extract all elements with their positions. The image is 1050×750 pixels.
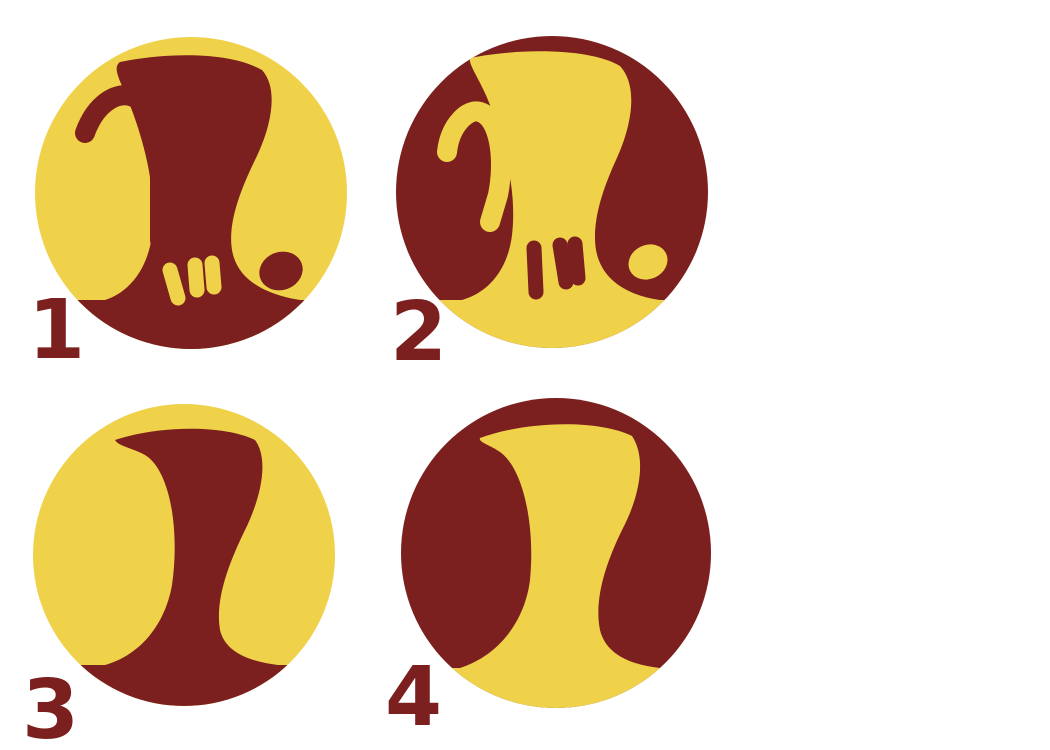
logo-1-heel <box>259 251 303 291</box>
label-1: 1 <box>28 283 85 378</box>
logo-variant-2: 2 <box>390 36 708 380</box>
logo-1-toe <box>187 257 205 298</box>
logo-1-leg-shape <box>35 55 347 349</box>
logo-3-leg-shape <box>33 428 335 706</box>
logo-1-ear-icon <box>75 85 170 250</box>
logo-variant-4: 4 <box>385 398 711 745</box>
label-4: 4 <box>385 650 442 745</box>
logo-2-heel <box>628 244 668 280</box>
logo-1-toe <box>204 255 222 295</box>
logo-2-leg-shape <box>396 51 708 348</box>
label-3: 3 <box>22 663 79 750</box>
logo-2-ear-icon <box>437 101 511 232</box>
logo-1-toe <box>162 262 186 306</box>
logo-variant-3: 3 <box>22 404 335 750</box>
logo-4-leg-shape <box>401 424 711 708</box>
logo-2-toes <box>526 236 668 300</box>
logo-2-toe <box>526 240 544 300</box>
logo-1-toes <box>162 251 303 306</box>
logo-2-toe <box>552 237 574 290</box>
label-2: 2 <box>390 285 447 380</box>
logo-variant-1: 1 <box>28 37 347 378</box>
logo-2-toe <box>567 236 586 286</box>
